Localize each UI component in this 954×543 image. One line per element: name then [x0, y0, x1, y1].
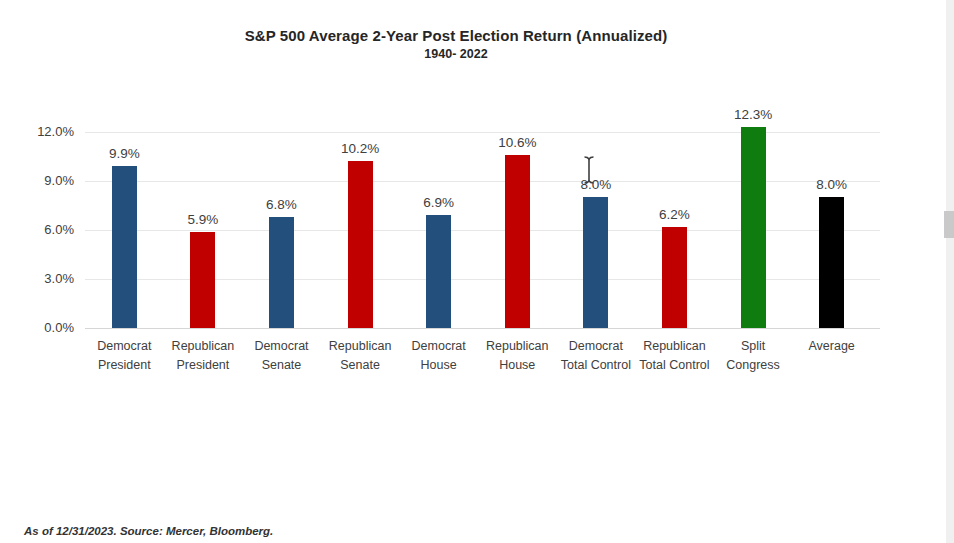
y-tick-label-12.0%: 12.0% — [0, 123, 74, 141]
bar-column-republican-president: 5.9% — [164, 104, 243, 328]
bar-democrat-senate — [269, 217, 294, 328]
bar-column-republican-total-control: 6.2% — [635, 104, 714, 328]
value-label-republican-house: 10.6% — [498, 135, 536, 150]
category-label-democrat-house: DemocratHouse — [399, 337, 478, 375]
category-label-split-congress: SplitCongress — [714, 337, 793, 375]
value-label-republican-president: 5.9% — [188, 212, 219, 227]
bar-column-democrat-president: 9.9% — [85, 104, 164, 328]
category-label-republican-house: RepublicanHouse — [478, 337, 557, 375]
plot-area: 9.9% 5.9% 6.8% 10.2% 6.9% 10.6% 8.0% 6.2% 12.3% 8… — [85, 104, 880, 329]
bar-column-democrat-senate: 6.8% — [242, 104, 321, 328]
bar-column-republican-house: 10.6% — [478, 104, 557, 328]
y-tick-label-9.0%: 9.0% — [0, 172, 74, 190]
bars-row: 9.9% 5.9% 6.8% 10.2% 6.9% 10.6% 8.0% 6.2% 12.3% 8… — [85, 104, 871, 328]
category-label-republican-senate: RepublicanSenate — [321, 337, 400, 375]
bar-split-congress — [741, 127, 766, 328]
bar-democrat-total-control — [583, 197, 608, 328]
bar-democrat-house — [426, 215, 451, 328]
category-label-republican-total-control: RepublicanTotal Control — [635, 337, 714, 375]
bar-republican-total-control — [662, 227, 687, 328]
bar-column-split-congress: 12.3% — [714, 104, 793, 328]
category-label-average: Average — [792, 337, 871, 375]
bar-average — [819, 197, 844, 328]
chart-subtitle: 1940- 2022 — [0, 47, 912, 61]
y-tick-label-3.0%: 3.0% — [0, 270, 74, 288]
value-label-average: 8.0% — [816, 177, 847, 192]
chart-title: S&P 500 Average 2-Year Post Election Ret… — [0, 27, 912, 44]
value-label-republican-total-control: 6.2% — [659, 207, 690, 222]
scrollbar-thumb[interactable] — [944, 211, 954, 238]
y-tick-label-0.0%: 0.0% — [0, 319, 74, 337]
bar-democrat-president — [112, 166, 137, 328]
bar-column-democrat-house: 6.9% — [399, 104, 478, 328]
bar-republican-president — [190, 232, 215, 328]
source-note: As of 12/31/2023. Source: Mercer, Bloomb… — [24, 525, 273, 537]
bar-column-average: 8.0% — [792, 104, 871, 328]
value-label-split-congress: 12.3% — [734, 107, 772, 122]
bar-republican-house — [505, 155, 530, 328]
i-beam-cursor-icon — [582, 155, 596, 189]
chart-page: S&P 500 Average 2-Year Post Election Ret… — [0, 0, 954, 543]
category-label-democrat-senate: DemocratSenate — [242, 337, 321, 375]
y-axis-labels: 0.0%3.0%6.0%9.0%12.0% — [0, 104, 74, 328]
bar-column-republican-senate: 10.2% — [321, 104, 400, 328]
value-label-democrat-president: 9.9% — [109, 146, 140, 161]
value-label-democrat-senate: 6.8% — [266, 197, 297, 212]
value-label-republican-senate: 10.2% — [341, 141, 379, 156]
category-label-democrat-president: DemocratPresident — [85, 337, 164, 375]
category-label-democrat-total-control: DemocratTotal Control — [557, 337, 636, 375]
bar-column-democrat-total-control: 8.0% — [557, 104, 636, 328]
bar-republican-senate — [348, 161, 373, 328]
category-label-republican-president: RepublicanPresident — [164, 337, 243, 375]
y-tick-label-6.0%: 6.0% — [0, 221, 74, 239]
category-labels: DemocratPresidentRepublicanPresidentDemo… — [85, 337, 871, 375]
scrollbar-track[interactable] — [946, 0, 954, 543]
value-label-democrat-house: 6.9% — [423, 195, 454, 210]
